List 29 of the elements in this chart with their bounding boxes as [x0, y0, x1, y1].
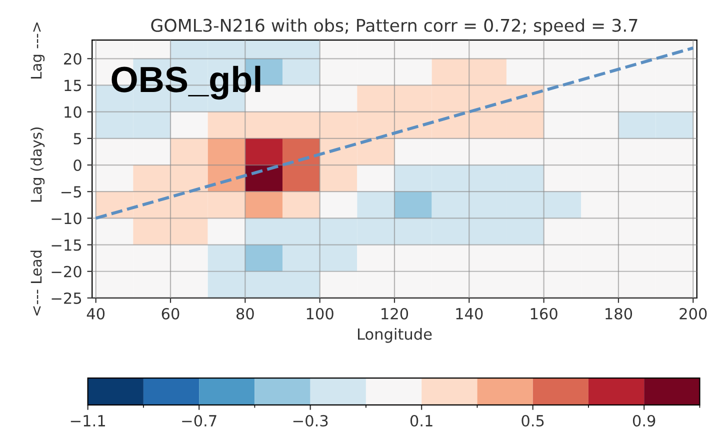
x-tick-label: 140: [456, 308, 483, 320]
annotation: OBS_gbl: [112, 66, 260, 100]
color-bar-label: −0.7: [182, 414, 216, 427]
y-tick-label: 5: [74, 133, 82, 144]
color-bar-label: 0.5: [522, 414, 544, 427]
y-tick-label: −25: [52, 292, 82, 304]
y-tick-label: 15: [64, 80, 82, 92]
x-tick-label: 80: [236, 308, 254, 320]
color-bar-label: −0.3: [293, 414, 328, 427]
x-tick-label: 40: [86, 308, 105, 320]
y-tick-label: −20: [52, 266, 82, 278]
y-tick-label: −10: [52, 212, 82, 224]
x-axis-title: Longitude: [358, 328, 432, 343]
color-bar-label: −1.1: [70, 415, 105, 426]
x-tick-label: 60: [162, 308, 180, 320]
color-bar-label: 0.9: [632, 414, 656, 427]
y-tick-label: −15: [52, 239, 82, 251]
x-tick-label: 120: [382, 308, 408, 320]
y-tick-label: 20: [64, 53, 82, 65]
y-tick-label: −5: [61, 186, 82, 198]
y-tick-label: 0: [74, 159, 82, 172]
x-tick-label: 180: [606, 308, 632, 320]
chart-title: GOML3-N216 with obs; Pattern corr = 0.72; speed = 3.7: [151, 18, 638, 36]
y-tick-label: 10: [64, 106, 82, 118]
x-tick-label: 200: [680, 308, 707, 320]
x-tick-label: 100: [306, 308, 334, 320]
color-bar-label: 0.1: [410, 414, 432, 427]
y-axis-title: <--- Lead Lag (days) Lag --->: [30, 22, 45, 316]
x-tick-label: 160: [530, 308, 558, 320]
